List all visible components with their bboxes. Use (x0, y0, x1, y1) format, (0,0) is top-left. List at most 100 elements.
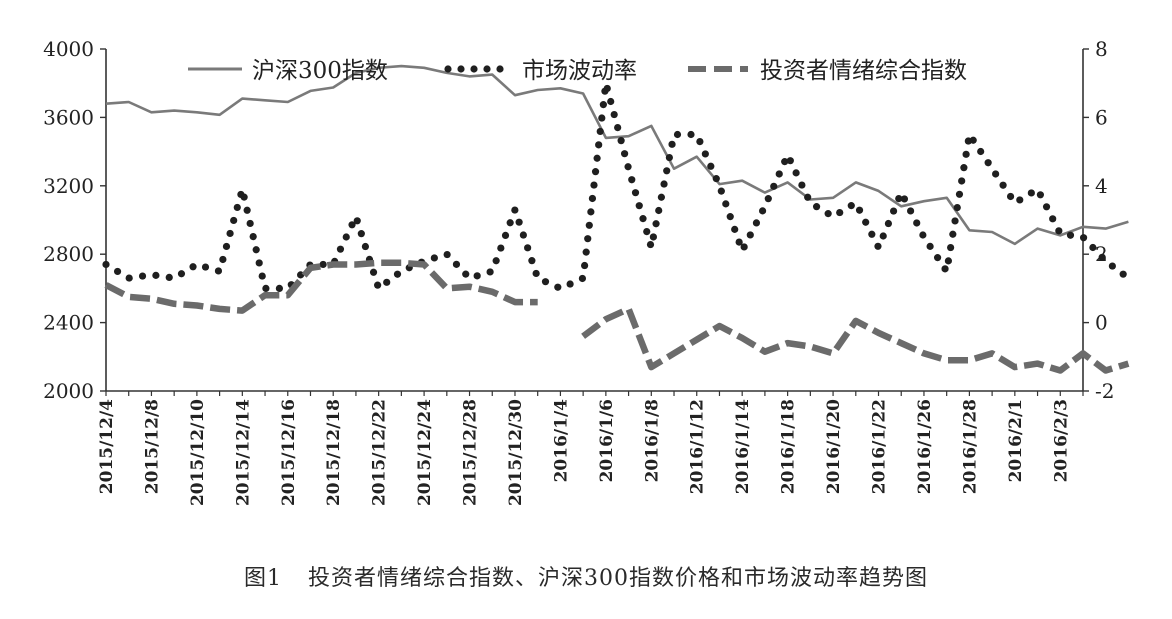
volatility-dot (473, 272, 481, 280)
volatility-dot (219, 255, 227, 264)
x-tick-label: 2016/1/14 (733, 399, 753, 494)
volatility-dot (113, 267, 122, 276)
volatility-dot (591, 168, 600, 176)
volatility-dot (258, 272, 266, 280)
volatility-dot (361, 242, 370, 251)
x-tick-label: 2015/12/8 (142, 399, 162, 494)
volatility-dot (770, 182, 778, 190)
volatility-dot (554, 283, 562, 291)
volatility-dot (919, 231, 927, 239)
volatility-dot (519, 231, 527, 239)
volatility-dot (746, 231, 754, 239)
volatility-dot (524, 244, 532, 252)
volatility-dot (933, 254, 942, 262)
volatility-dot (1108, 262, 1116, 270)
volatility-dot (590, 181, 598, 189)
volatility-dot (740, 243, 748, 251)
left-tick-label: 3200 (43, 174, 94, 198)
volatility-dot (944, 257, 953, 265)
volatility-dot (501, 231, 510, 240)
legend-dot (496, 65, 504, 73)
volatility-dot (712, 175, 720, 183)
x-axis-ticks: 2015/12/4 2015/12/8 2015/12/10 2015/12/14 20… (97, 391, 1084, 506)
volatility-dot (177, 270, 186, 278)
volatility-dot (1066, 231, 1075, 239)
volatility-dot (786, 157, 794, 165)
volatility-dot (798, 181, 806, 189)
volatility-dot (660, 180, 668, 188)
volatility-dot (984, 159, 992, 167)
x-tick-label: 2015/12/30 (506, 399, 526, 506)
series-2 (102, 84, 1127, 292)
volatility-dot (687, 130, 695, 139)
volatility-dot (643, 228, 651, 236)
volatility-dot (874, 242, 882, 250)
legend-label-hs300: 沪深300指数 (252, 58, 388, 84)
volatility-dot (102, 260, 110, 269)
volatility-dot (230, 216, 238, 225)
volatility-dot (214, 267, 223, 275)
right-tick-label: 4 (1095, 174, 1108, 198)
volatility-dot (614, 124, 622, 132)
volatility-dot (1079, 234, 1088, 242)
volatility-dot (701, 150, 709, 158)
x-tick-label: 2015/12/28 (461, 399, 481, 506)
volatility-dot (1098, 253, 1106, 261)
legend-label-sentiment: 投资者情绪综合指数 (760, 58, 967, 84)
volatility-dot (588, 194, 597, 203)
volatility-dot (635, 202, 643, 210)
volatility-dot (1049, 215, 1057, 223)
volatility-dot (593, 154, 601, 162)
volatility-dot (226, 229, 234, 238)
left-tick-label: 2400 (43, 311, 94, 335)
volatility-dot (855, 206, 864, 214)
right-axis-ticks: -202468 (1083, 37, 1114, 403)
x-tick-label: 2015/12/18 (324, 399, 344, 506)
volatility-dot (452, 260, 461, 268)
volatility-dot (603, 84, 611, 93)
volatility-dot (657, 193, 665, 201)
x-tick-label: 2016/1/8 (642, 399, 662, 482)
x-tick-label: 2015/12/14 (233, 399, 253, 506)
volatility-dot (1006, 192, 1015, 201)
volatility-dot (125, 274, 133, 282)
volatility-dot (655, 206, 663, 215)
volatility-dot (1089, 243, 1097, 252)
volatility-dot (624, 163, 632, 171)
volatility-dot (862, 218, 870, 226)
volatility-dot (673, 130, 682, 139)
volatility-dot (581, 261, 589, 270)
x-tick-label: 2016/1/22 (870, 399, 890, 494)
sentiment-line-segment (104, 259, 538, 314)
series-layer (102, 64, 1130, 374)
volatility-dot (566, 280, 574, 288)
volatility-dot (696, 137, 704, 146)
volatility-dot (764, 195, 772, 203)
volatility-dot (947, 243, 955, 252)
x-tick-label: 2016/1/6 (597, 399, 617, 482)
volatility-dot (393, 270, 402, 278)
volatility-dot (1055, 227, 1063, 235)
volatility-dot (735, 238, 743, 246)
volatility-dot (977, 147, 985, 156)
volatility-dot (1016, 196, 1024, 204)
volatility-dot (812, 203, 821, 211)
volatility-dot (497, 244, 505, 252)
volatility-dot (752, 219, 761, 227)
x-tick-label: 2015/12/10 (188, 399, 208, 506)
legend-dot (470, 65, 478, 73)
volatility-dot (668, 140, 676, 148)
volatility-dot (252, 246, 260, 254)
volatility-dot (348, 221, 356, 229)
volatility-dot (506, 219, 514, 227)
x-tick-label: 2016/2/3 (1051, 399, 1071, 482)
volatility-dot (598, 114, 606, 122)
figure-caption: 图1 投资者情绪综合指数、沪深300指数价格和市场波动率趋势图 (0, 560, 1172, 592)
volatility-dot (824, 210, 832, 218)
volatility-dot (992, 170, 1000, 178)
volatility-dot (628, 176, 636, 184)
hs300-line (105, 64, 1129, 246)
legend: 沪深300指数 市场波动率 投资者情绪综合指数 (188, 58, 967, 84)
volatility-dot (383, 278, 391, 286)
